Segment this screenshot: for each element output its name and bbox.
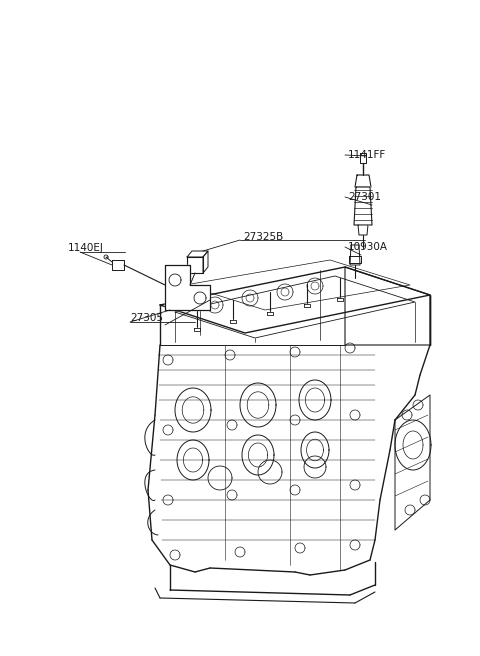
Text: 27325B: 27325B [243, 232, 283, 242]
Polygon shape [112, 260, 124, 270]
Polygon shape [360, 153, 366, 163]
Polygon shape [304, 304, 310, 307]
Polygon shape [194, 328, 200, 331]
Polygon shape [350, 245, 360, 265]
Text: 1141FF: 1141FF [348, 150, 386, 160]
Text: 27305: 27305 [130, 313, 163, 323]
Text: 10930A: 10930A [348, 242, 388, 252]
Polygon shape [230, 320, 236, 323]
Polygon shape [337, 298, 343, 301]
Polygon shape [165, 265, 210, 310]
Text: 27301: 27301 [348, 192, 381, 202]
Polygon shape [355, 175, 371, 187]
Polygon shape [358, 225, 368, 235]
Text: 1140EJ: 1140EJ [68, 243, 104, 253]
Polygon shape [354, 187, 372, 225]
Polygon shape [187, 257, 203, 273]
Polygon shape [267, 312, 273, 315]
